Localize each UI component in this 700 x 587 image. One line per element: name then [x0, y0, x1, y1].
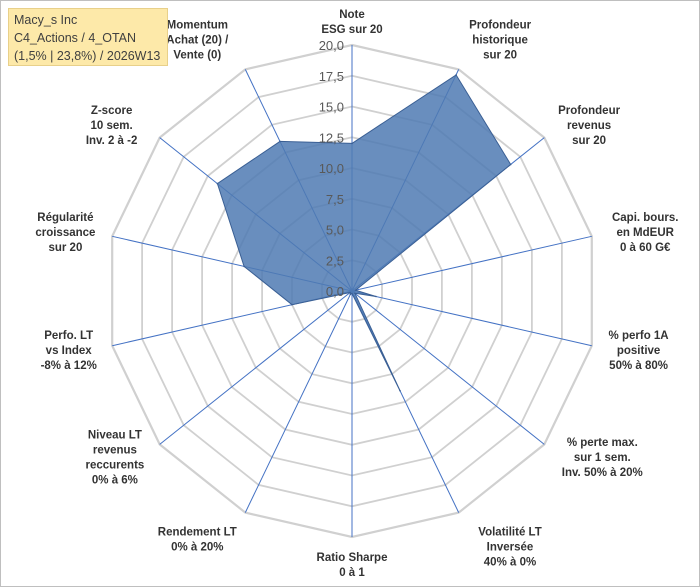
- axis-label-line: sur 1 sem.: [574, 452, 631, 464]
- series-point: [455, 74, 457, 76]
- axis-label-line: Perfo. LT: [44, 330, 93, 342]
- axis-label: Momentum Achat (20) / Vente (0): [166, 19, 229, 61]
- axis-label: Z-score 10 sem. Inv. 2 à -2: [86, 105, 138, 147]
- axis-label: Rendement LT 0% à 20%: [158, 527, 237, 554]
- axis-label-line: 0 à 60 G€: [620, 242, 671, 254]
- axis-label-line: vs Index: [46, 345, 93, 357]
- axis-label-line: 0% à 6%: [92, 474, 138, 486]
- axis-label: Note ESG sur 20: [321, 9, 382, 36]
- axis-label-line: en MdEUR: [616, 227, 674, 239]
- series-point: [243, 265, 245, 268]
- axis-label-line: Régularité: [37, 212, 93, 224]
- title-line-category: C4_Actions / 4_OTAN: [14, 31, 137, 45]
- axis-label-line: Inv. 50% à 20%: [562, 467, 643, 479]
- tick-label: 2,5: [326, 253, 344, 268]
- series-point: [279, 140, 281, 143]
- axis-label-line: 50% à 80%: [609, 360, 668, 372]
- tick-label: 12,5: [319, 130, 344, 145]
- series-point: [349, 291, 351, 294]
- axis-label-line: Profondeur: [469, 19, 531, 31]
- radar-series: [216, 74, 512, 392]
- axis-label: Volatilité LT Inversée 40% à 0%: [478, 527, 541, 569]
- axis-label-line: sur 20: [48, 242, 82, 254]
- series-point: [399, 389, 401, 392]
- chart-title-box: Macy_s Inc C4_Actions / 4_OTAN (1,5% | 2…: [8, 8, 168, 66]
- axis-label-line: ESG sur 20: [321, 24, 382, 36]
- tick-label: 20,0: [319, 38, 344, 53]
- radar-spoke: [351, 290, 545, 445]
- axis-label-line: Inversée: [487, 542, 534, 554]
- axis-label: Capi. bours. en MdEUR 0 à 60 G€: [612, 212, 678, 254]
- axis-label-line: Niveau LT: [88, 429, 142, 441]
- axis-label-line: % perte max.: [567, 437, 638, 449]
- tick-label: 10,0: [319, 161, 344, 176]
- axis-label-line: Achat (20) /: [166, 34, 229, 46]
- series-point: [351, 292, 353, 295]
- axis-label: Profondeur revenus sur 20: [558, 105, 620, 147]
- axis-label-line: 0% à 20%: [171, 542, 223, 554]
- series-point: [509, 163, 512, 166]
- axis-label-line: sur 20: [572, 135, 606, 147]
- tick-label: 15,0: [319, 100, 344, 115]
- axis-label-line: croissance: [35, 227, 95, 239]
- axis-label-line: Momentum: [167, 19, 228, 31]
- axis-label-line: -8% à 12%: [41, 360, 97, 372]
- tick-label: 5,0: [326, 223, 344, 238]
- tick-label: 17,5: [319, 69, 344, 84]
- radar-spoke: [244, 290, 353, 513]
- axis-label-line: Rendement LT: [158, 527, 237, 539]
- axis-label-line: 40% à 0%: [484, 557, 536, 569]
- radar-spoke: [351, 290, 592, 347]
- axis-label-line: Note: [339, 9, 365, 21]
- axis-label-line: Z-score: [91, 105, 133, 117]
- axis-label-line: sur 20: [483, 49, 517, 61]
- axis-label-line: Ratio Sharpe: [317, 552, 388, 564]
- axis-label: % perte max. sur 1 sem. Inv. 50% à 20%: [562, 437, 643, 479]
- radial-tick-labels: 0,0 2,5 5,0 7,5 10,0 12,5 15,0 17,5 20,0: [319, 38, 344, 299]
- axis-labels: Note ESG sur 20 Profondeur historique sur 20…: [35, 9, 678, 579]
- tick-label: 0,0: [326, 284, 344, 299]
- axis-label-line: Vente (0): [173, 49, 221, 61]
- series-point: [354, 289, 357, 292]
- axis-label: Régularité croissance sur 20: [35, 212, 95, 254]
- radar-spoke: [159, 290, 353, 445]
- tick-label: 7,5: [326, 192, 344, 207]
- axis-label-line: 10 sem.: [90, 120, 132, 132]
- series-point: [291, 303, 293, 306]
- axis-label-line: 0 à 1: [339, 567, 365, 579]
- axis-label: Niveau LT revenus reccurents 0% à 6%: [85, 429, 144, 486]
- axis-label-line: revenus: [567, 120, 611, 132]
- axis-label-line: positive: [617, 345, 660, 357]
- series-point: [375, 295, 377, 298]
- series-point: [349, 293, 352, 296]
- title-line-company: Macy_s Inc: [14, 13, 78, 27]
- axis-label-line: Volatilité LT: [478, 527, 541, 539]
- series-point: [351, 142, 353, 145]
- axis-label: Ratio Sharpe 0 à 1: [317, 552, 388, 579]
- series-point: [216, 182, 219, 185]
- axis-label-line: Profondeur: [558, 105, 620, 117]
- axis-label-line: reccurents: [85, 459, 144, 471]
- series-area: [216, 74, 512, 391]
- axis-label-line: % perfo 1A: [609, 330, 669, 342]
- axis-label-line: revenus: [93, 444, 137, 456]
- axis-label: Perfo. LT vs Index -8% à 12%: [41, 330, 97, 372]
- series-point: [354, 292, 356, 295]
- axis-label-line: Capi. bours.: [612, 212, 678, 224]
- title-line-period: (1,5% | 23,8%) / 2026W13: [14, 49, 161, 63]
- axis-label-line: historique: [472, 34, 528, 46]
- axis-label: % perfo 1A positive 50% à 80%: [609, 330, 669, 372]
- radar-spoke: [351, 235, 592, 292]
- axis-label: Profondeur historique sur 20: [469, 19, 531, 61]
- axis-label-line: Inv. 2 à -2: [86, 135, 138, 147]
